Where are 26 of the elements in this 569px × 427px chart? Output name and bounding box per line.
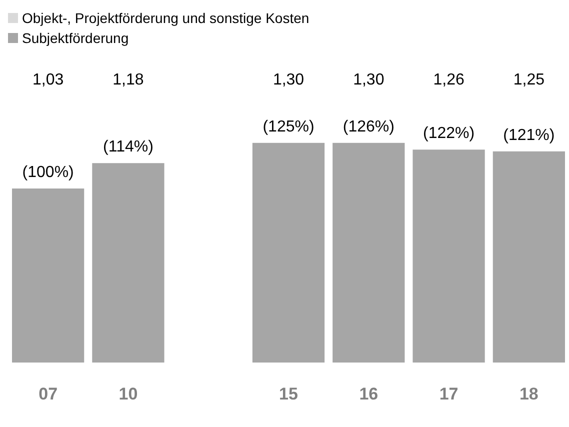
data-label: 1,30	[272, 71, 304, 88]
annotation: (114%)	[103, 138, 154, 156]
data-label: 1,25	[513, 71, 545, 88]
bar	[92, 163, 164, 363]
x-tick-label: 16	[359, 384, 378, 404]
data-label: 1,18	[112, 71, 144, 88]
legend-label: Subjektförderung	[22, 29, 129, 48]
bar	[332, 142, 405, 363]
x-tick-label: 07	[38, 384, 58, 404]
annotation: (125%)	[262, 118, 314, 136]
data-label: 1,26	[433, 71, 464, 88]
legend-label: Objekt-, Projektförderung und sonstige Kosten	[22, 9, 310, 28]
bar	[412, 150, 485, 363]
x-tick-label: 17	[439, 384, 458, 404]
data-label: 1,30	[353, 71, 384, 88]
annotation: (100%)	[22, 164, 74, 181]
bar	[12, 188, 84, 363]
bar	[252, 142, 325, 363]
x-tick-label: 10	[118, 384, 138, 404]
data-label: 1,03	[32, 71, 64, 88]
x-tick-label: 18	[519, 384, 538, 404]
annotation: (121%)	[503, 126, 555, 144]
x-tick-label: 15	[279, 384, 298, 404]
annotation: (126%)	[342, 118, 394, 136]
annotation: (122%)	[422, 125, 475, 142]
bar	[492, 151, 565, 363]
